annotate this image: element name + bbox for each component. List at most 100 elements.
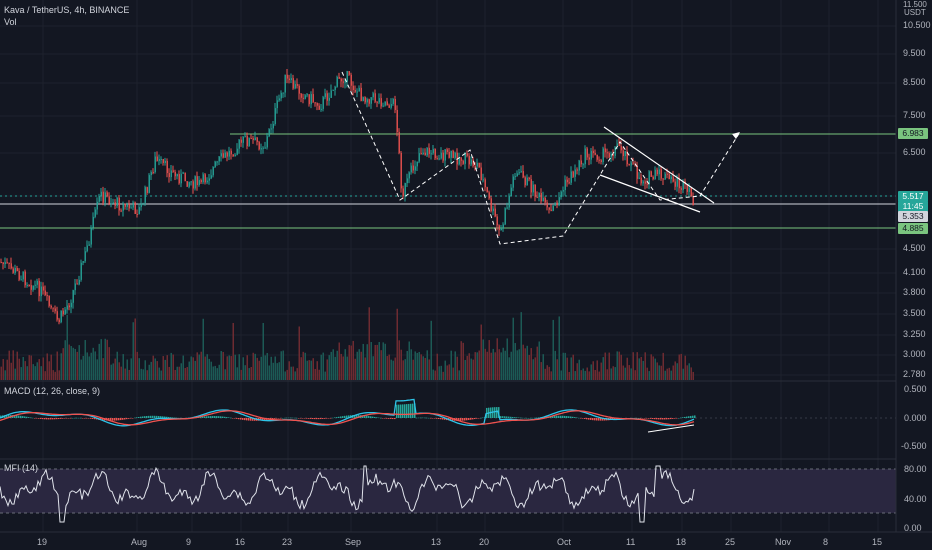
price-axis-tick: 9.500 (903, 48, 926, 58)
volume-bar (552, 319, 554, 380)
macd-histogram-bar (146, 415, 148, 418)
volume-bar (472, 359, 474, 380)
time-axis-tick: 25 (725, 537, 736, 547)
volume-bar (100, 339, 102, 380)
volume-bar (12, 350, 14, 380)
macd-histogram-bar (434, 418, 436, 419)
candle-body (248, 138, 250, 147)
bar-countdown: 11:45 (898, 201, 928, 212)
candle-body (444, 149, 446, 161)
volume-bar (44, 371, 46, 380)
macd-histogram-bar (156, 415, 158, 418)
volume-bar (52, 370, 54, 380)
macd-histogram-bar (464, 418, 466, 421)
macd-divergence-line[interactable] (647, 424, 695, 433)
macd-title[interactable]: MACD (12, 26, close, 9) (4, 386, 101, 396)
candle-body (688, 187, 690, 192)
volume-bar (18, 358, 20, 380)
macd-histogram-bar (92, 418, 94, 419)
volume-bar (200, 351, 202, 380)
candle-body (554, 202, 556, 206)
pattern-path[interactable] (341, 71, 741, 245)
volume-bar (82, 355, 84, 380)
volume-bar (514, 343, 516, 380)
candle-body (302, 97, 304, 99)
wedge-bottom-line[interactable] (599, 174, 701, 213)
macd-histogram-bar (376, 417, 378, 418)
volume-bar (302, 351, 304, 380)
candle-body (616, 143, 618, 147)
candle-body (86, 245, 88, 252)
macd-histogram-bar (676, 418, 678, 419)
candle-body (604, 148, 606, 153)
macd-histogram-bar (580, 418, 582, 419)
volume-bar (290, 366, 292, 380)
volume-bar (78, 345, 80, 380)
macd-histogram-bar (590, 418, 592, 420)
candle-body (318, 105, 320, 110)
macd-histogram-bar (124, 418, 126, 420)
candle-body (64, 309, 66, 315)
macd-histogram-bar (56, 418, 58, 420)
candle-body (306, 94, 308, 96)
volume-bar (682, 368, 684, 380)
symbol-title[interactable]: Kava / TetherUS, 4h, BINANCE (4, 5, 130, 15)
candle-body (412, 165, 414, 171)
candle-body (276, 100, 278, 109)
candle-body (208, 178, 210, 181)
volume-bar (92, 347, 94, 380)
candle-body (468, 155, 470, 165)
candle-body (68, 305, 70, 308)
candle-body (408, 172, 410, 179)
candle-body (84, 251, 86, 262)
candle-body (156, 156, 158, 161)
volume-bar (422, 356, 424, 380)
candle-body (116, 197, 118, 206)
volume-bar (198, 354, 200, 380)
wedge-top-line[interactable] (603, 126, 715, 204)
volume-bar (310, 360, 312, 380)
candle-body (650, 171, 652, 177)
time-axis-tick: Sep (345, 537, 362, 547)
volume-bar (424, 357, 426, 380)
volume-bar (260, 356, 262, 380)
volume-bar (168, 366, 170, 380)
volume-bar (172, 354, 174, 380)
drawings[interactable] (341, 71, 741, 245)
candle-body (246, 135, 248, 147)
macd-histogram-bar (500, 416, 502, 418)
candle-body (452, 150, 454, 158)
volume-bar (554, 350, 556, 380)
macd-histogram-bar (328, 418, 330, 419)
candle-body (578, 160, 580, 171)
candle-body (270, 128, 272, 130)
candle-body (230, 150, 232, 155)
volume-bar (144, 360, 146, 380)
candle-body (226, 152, 228, 157)
volume-bar (592, 361, 594, 380)
candle-body (496, 216, 498, 226)
candle-body (374, 93, 376, 102)
candle-body (292, 78, 294, 89)
volume-bar (108, 347, 110, 380)
candle-body (346, 71, 348, 82)
candle-body (294, 84, 296, 89)
macd-histogram-bar (654, 418, 656, 420)
candle-body (662, 178, 664, 180)
candle-body (436, 158, 438, 160)
candle-body (430, 153, 432, 155)
candle-body (20, 279, 22, 281)
mfi-axis-tick-2: 40.00 (904, 494, 927, 504)
mfi-title[interactable]: MFI (14) (4, 463, 39, 473)
macd-histogram-bar (282, 417, 284, 419)
volume-bar (466, 355, 468, 380)
candle-body (498, 225, 500, 231)
volume-bar (282, 350, 284, 380)
volume-bar (498, 349, 500, 380)
volume-bar (316, 361, 318, 380)
candle-body (454, 152, 456, 158)
horizontal-levels[interactable] (0, 133, 896, 229)
candle-body (238, 139, 240, 149)
